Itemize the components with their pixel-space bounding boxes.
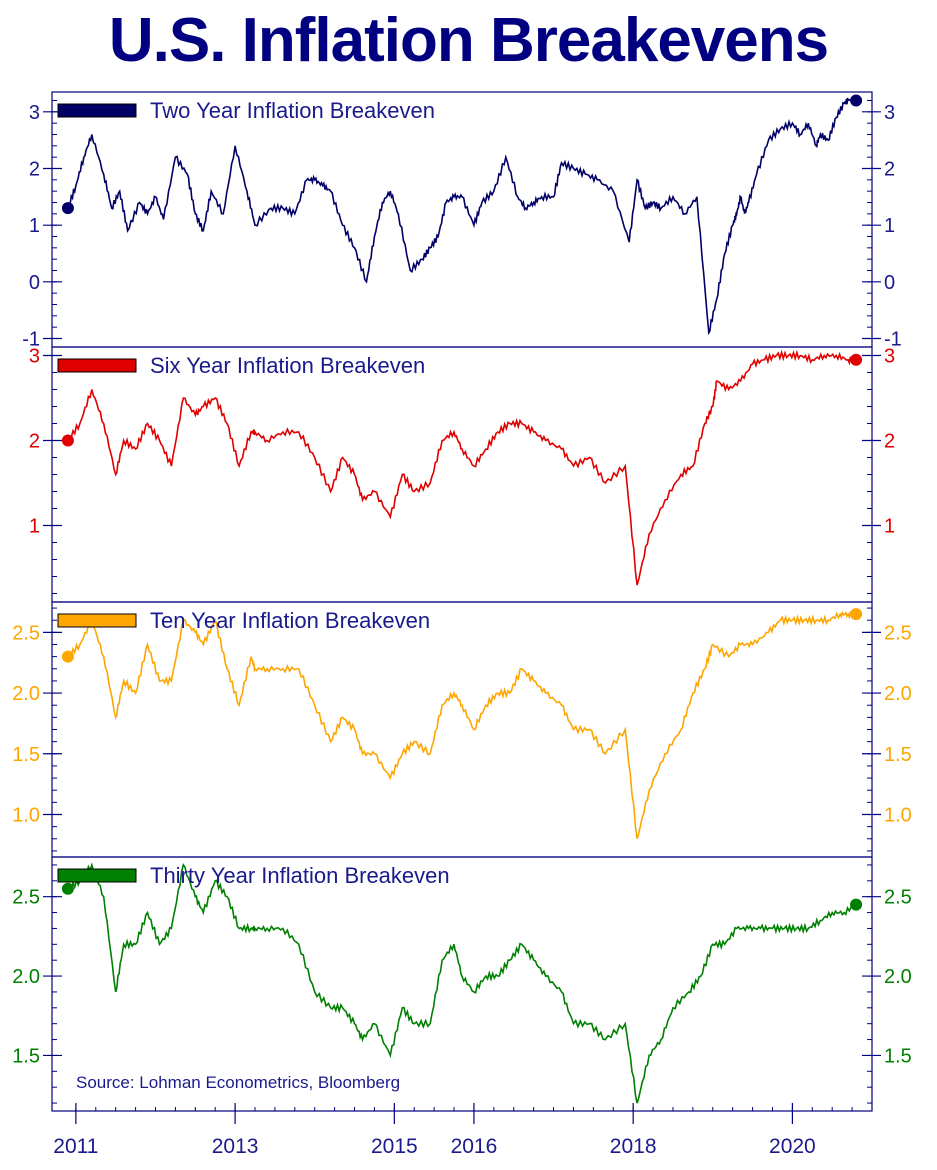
- y-tick-label-right: -1: [884, 329, 902, 351]
- six-year-series-line: [67, 349, 857, 586]
- two-year-end-dot: [850, 94, 863, 107]
- x-tick-label: 2011: [53, 1135, 98, 1158]
- y-tick-label-right: 3: [884, 346, 895, 368]
- x-axis: 2011 2013 2015 2016 2018 2020: [53, 1103, 853, 1158]
- y-tick-label-right: 0: [884, 272, 895, 294]
- thirty-year-panel: 2.5 2.5 2.0 2.0 1.5 1.5 Thirty Year Inflation …: [12, 856, 912, 1112]
- six-year-legend-swatch: [57, 358, 137, 373]
- y-tick-label-left: 1: [29, 215, 40, 237]
- ten-year-start-dot: [61, 650, 74, 663]
- y-tick-label-left: 2.5: [12, 887, 40, 909]
- ten-year-legend-label: Ten Year Inflation Breakeven: [150, 608, 430, 633]
- y-tick-label-right: 1.0: [884, 805, 912, 827]
- two-year-legend-label: Two Year Inflation Breakeven: [150, 98, 435, 123]
- thirty-year-series-line: [67, 862, 857, 1104]
- y-tick-label-left: 1: [29, 516, 40, 538]
- chart-title: U.S. Inflation Breakevens: [108, 6, 829, 75]
- x-tick-label: 2020: [769, 1135, 816, 1158]
- y-tick-label-left: 2: [29, 159, 40, 181]
- six-year-legend-label: Six Year Inflation Breakeven: [150, 353, 425, 378]
- thirty-year-legend-swatch: [57, 868, 137, 883]
- two-year-panel: 3 3 2 2 1 1 0 0 -1 -1 Two Year Inflation Breakeven: [22, 91, 902, 351]
- ten-year-end-dot: [850, 608, 863, 621]
- y-tick-label-right: 1.5: [884, 1045, 912, 1067]
- thirty-year-end-dot: [850, 898, 863, 911]
- ten-year-frame: [51, 601, 873, 858]
- y-tick-label-right: 3: [884, 102, 895, 124]
- x-tick-label: 2016: [451, 1135, 498, 1158]
- y-tick-label-left: 3: [29, 102, 40, 124]
- six-year-frame: [51, 346, 873, 603]
- y-tick-label-left: 2: [29, 431, 40, 453]
- y-tick-label-left: 2.5: [12, 622, 40, 644]
- two-year-start-dot: [61, 202, 74, 215]
- y-tick-label-right: 2.5: [884, 887, 912, 909]
- y-tick-label-right: 2.0: [884, 683, 912, 705]
- two-year-frame: [51, 91, 873, 348]
- y-tick-label-left: 1.0: [12, 805, 40, 827]
- six-year-end-dot: [850, 353, 863, 366]
- two-year-series-line: [67, 94, 857, 336]
- thirty-year-legend-label: Thirty Year Inflation Breakeven: [150, 863, 450, 888]
- ten-year-legend-swatch: [57, 613, 137, 628]
- y-tick-label-left: 0: [29, 272, 40, 294]
- thirty-year-start-dot: [61, 882, 74, 895]
- y-tick-label-right: 1: [884, 215, 895, 237]
- y-tick-label-right: 1.5: [884, 744, 912, 766]
- source-note: Source: Lohman Econometrics, Bloomberg: [76, 1073, 400, 1092]
- y-tick-label-right: 2.0: [884, 966, 912, 988]
- y-tick-label-left: 1.5: [12, 1045, 40, 1067]
- y-tick-label-left: 2.0: [12, 683, 40, 705]
- panels-group: 3 3 2 2 1 1 0 0 -1 -1 Two Year Inflation Breakeven…: [12, 91, 912, 1112]
- thirty-year-frame: [51, 856, 873, 1112]
- y-tick-label-left: -1: [22, 329, 40, 351]
- two-year-legend-swatch: [57, 103, 137, 118]
- x-tick-label: 2018: [610, 1135, 657, 1158]
- y-tick-label-left: 3: [29, 346, 40, 368]
- x-tick-label: 2013: [212, 1135, 259, 1158]
- y-tick-label-right: 2: [884, 431, 895, 453]
- six-year-start-dot: [61, 434, 74, 447]
- ten-year-panel: 2.5 2.5 2.0 2.0 1.5 1.5 1.0 1.0 Ten Year Inflati…: [12, 601, 912, 858]
- y-tick-label-right: 2: [884, 159, 895, 181]
- y-tick-label-right: 1: [884, 516, 895, 538]
- ten-year-series-line: [67, 610, 857, 840]
- six-year-panel: 3 3 2 2 1 1 Six Year Inflation Breakeven: [29, 346, 895, 603]
- x-tick-label: 2015: [371, 1135, 418, 1158]
- y-tick-label-left: 1.5: [12, 744, 40, 766]
- y-tick-label-left: 2.0: [12, 966, 40, 988]
- y-tick-label-right: 2.5: [884, 622, 912, 644]
